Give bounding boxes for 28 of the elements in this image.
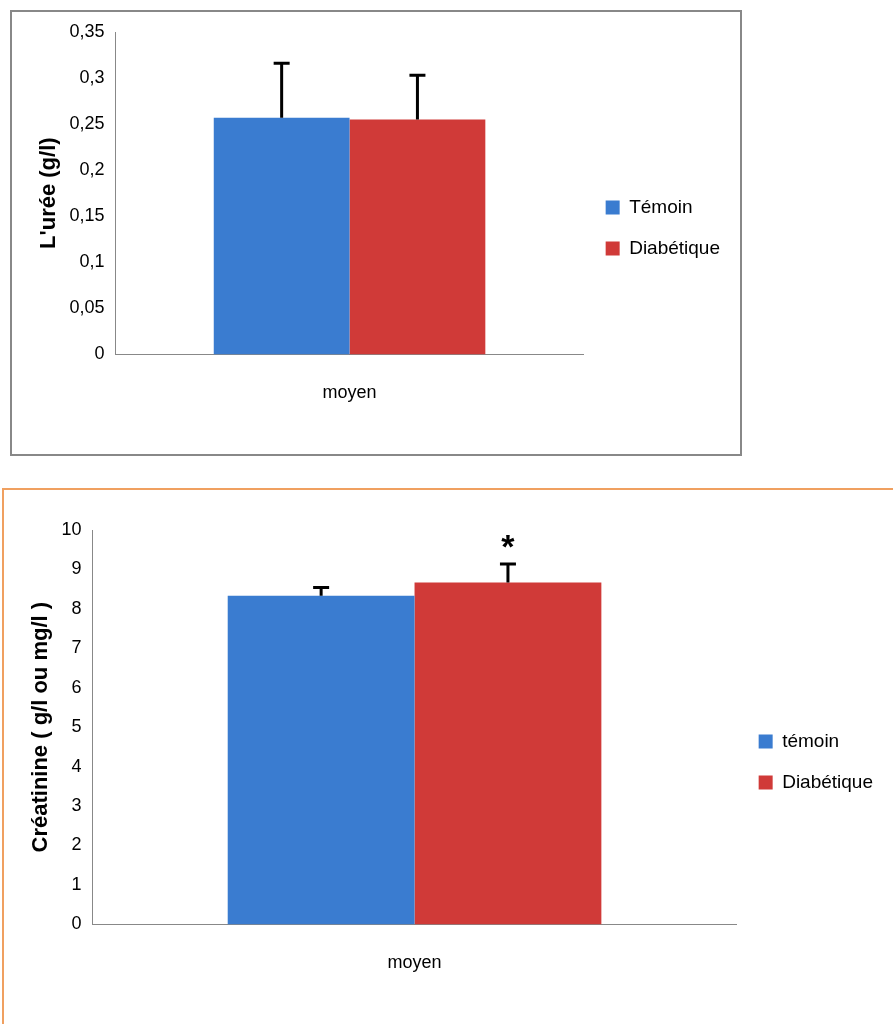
annotation: *	[501, 527, 516, 566]
y-tick-label: 8	[71, 597, 82, 618]
x-tick-label: moyen	[387, 952, 442, 973]
y-tick-label: 0,25	[69, 113, 105, 134]
legend-label: Diabétique	[629, 236, 720, 258]
y-tick-label: 0,05	[69, 297, 105, 318]
legend-label: témoin	[782, 729, 840, 751]
x-tick-label: moyen	[322, 382, 377, 403]
y-tick-label: 0,35	[69, 20, 105, 41]
y-tick-label: 0,2	[79, 159, 105, 180]
y-tick-label: 10	[61, 518, 82, 539]
y-tick-label: 0	[71, 913, 82, 934]
y-tick-label: 0,1	[79, 251, 105, 272]
y-tick-label: 7	[71, 637, 82, 658]
y-axis-title: L'urée (g/l)	[35, 137, 61, 249]
legend-label: Témoin	[629, 195, 693, 217]
y-tick-label: 9	[71, 558, 82, 579]
y-tick-label: 5	[71, 716, 82, 737]
y-tick-label: 3	[71, 795, 82, 816]
y-tick-label: 4	[71, 755, 82, 776]
y-tick-label: 2	[71, 834, 82, 855]
y-tick-label: 0,15	[69, 205, 105, 226]
y-tick-label: 1	[71, 873, 82, 894]
legend-label: Diabétique	[782, 770, 873, 792]
y-tick-label: 0	[94, 343, 105, 364]
y-axis-title: Créatinine ( g/l ou mg/l )	[27, 601, 53, 853]
y-tick-label: 6	[71, 676, 82, 697]
y-tick-label: 0,3	[79, 67, 105, 88]
